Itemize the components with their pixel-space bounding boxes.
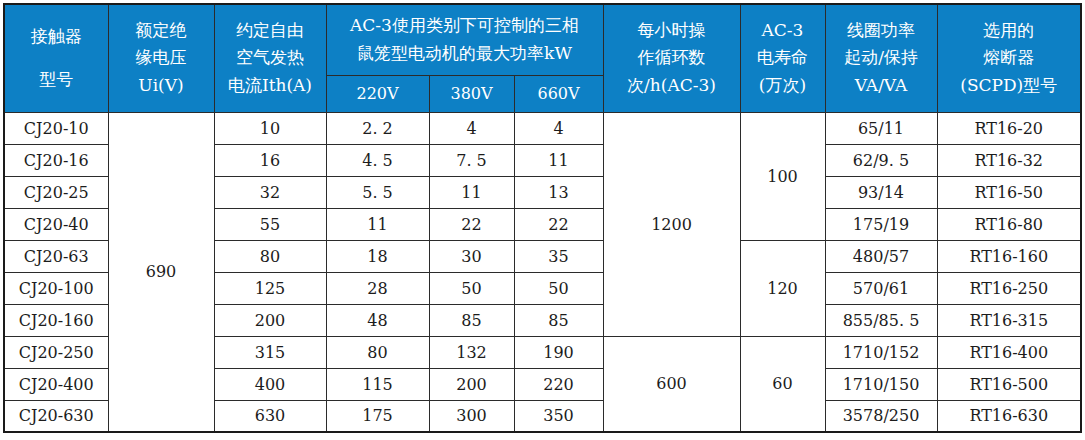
cell-p380: 85: [429, 304, 514, 336]
cell-p380: 4: [429, 112, 514, 144]
cell-p220: 48: [326, 304, 429, 336]
cell-p220: 28: [326, 272, 429, 304]
header-380v: 380V: [429, 75, 514, 112]
cell-fuse: RT16-80: [937, 208, 1081, 240]
table-row: CJ20-10 690 10 2. 2 4 4 1200 100 65/11 R…: [4, 112, 1081, 144]
cell-fuse: RT16-32: [937, 144, 1081, 176]
cell-ui-merged: 690: [108, 112, 214, 432]
cell-p660: 4: [514, 112, 603, 144]
cell-coil: 175/19: [825, 208, 937, 240]
cell-p380: 200: [429, 368, 514, 400]
cell-model: CJ20-10: [4, 112, 108, 144]
cell-fuse: RT16-20: [937, 112, 1081, 144]
header-coil-power: 线圈功率 起动/保持 VA/VA: [825, 4, 937, 112]
cell-p220: 175: [326, 400, 429, 432]
cell-p220: 11: [326, 208, 429, 240]
header-220v: 220V: [326, 75, 429, 112]
cell-model: CJ20-100: [4, 272, 108, 304]
header-row-main: 接触器 型号 额定绝 缘电压 Ui(V) 约定自由 空气发热 电流Ith(A) …: [4, 4, 1081, 75]
header-ac3-power-group: AC-3使用类别下可控制的三相 鼠笼型电动机的最大功率kW: [326, 4, 603, 75]
cell-p660: 11: [514, 144, 603, 176]
header-insulation-voltage: 额定绝 缘电压 Ui(V): [108, 4, 214, 112]
contactor-spec-table: 接触器 型号 额定绝 缘电压 Ui(V) 约定自由 空气发热 电流Ith(A) …: [3, 3, 1082, 433]
cell-p660: 35: [514, 240, 603, 272]
cell-p220: 18: [326, 240, 429, 272]
cell-coil: 480/57: [825, 240, 937, 272]
cell-fuse: RT16-250: [937, 272, 1081, 304]
header-ac3-life: AC-3 电寿命 (万次): [740, 4, 825, 112]
contactor-spec-table-wrapper: 接触器 型号 额定绝 缘电压 Ui(V) 约定自由 空气发热 电流Ith(A) …: [0, 0, 1085, 433]
cell-coil: 65/11: [825, 112, 937, 144]
header-model: 接触器 型号: [4, 4, 108, 112]
cell-p380: 7. 5: [429, 144, 514, 176]
cell-ith: 16: [214, 144, 326, 176]
cell-model: CJ20-400: [4, 368, 108, 400]
cell-model: CJ20-250: [4, 336, 108, 368]
table-header: 接触器 型号 额定绝 缘电压 Ui(V) 约定自由 空气发热 电流Ith(A) …: [4, 4, 1081, 112]
cell-ith: 125: [214, 272, 326, 304]
cell-p660: 50: [514, 272, 603, 304]
cell-p660: 22: [514, 208, 603, 240]
cell-p380: 300: [429, 400, 514, 432]
header-fuse-type: 选用的 熔断器 (SCPD)型号: [937, 4, 1081, 112]
cell-p660: 190: [514, 336, 603, 368]
cell-model: CJ20-25: [4, 176, 108, 208]
cell-p380: 30: [429, 240, 514, 272]
header-660v: 660V: [514, 75, 603, 112]
cell-p660: 13: [514, 176, 603, 208]
cell-ith: 55: [214, 208, 326, 240]
cell-model: CJ20-160: [4, 304, 108, 336]
cell-coil: 1710/152: [825, 336, 937, 368]
cell-p660: 85: [514, 304, 603, 336]
cell-life-merged: 120: [740, 240, 825, 336]
cell-fuse: RT16-500: [937, 368, 1081, 400]
cell-fuse: RT16-400: [937, 336, 1081, 368]
cell-p660: 350: [514, 400, 603, 432]
cell-p380: 50: [429, 272, 514, 304]
cell-ith: 80: [214, 240, 326, 272]
cell-ith: 315: [214, 336, 326, 368]
cell-ith: 400: [214, 368, 326, 400]
cell-coil: 1710/150: [825, 368, 937, 400]
header-cycles-per-hour: 每小时操 作循环数 次/h(AC-3): [603, 4, 740, 112]
cell-coil: 93/14: [825, 176, 937, 208]
cell-coil: 3578/250: [825, 400, 937, 432]
cell-p380: 11: [429, 176, 514, 208]
cell-model: CJ20-63: [4, 240, 108, 272]
table-body: CJ20-10 690 10 2. 2 4 4 1200 100 65/11 R…: [4, 112, 1081, 432]
cell-life-merged: 100: [740, 112, 825, 240]
cell-fuse: RT16-315: [937, 304, 1081, 336]
cell-p380: 132: [429, 336, 514, 368]
cell-ith: 630: [214, 400, 326, 432]
header-thermal-current: 约定自由 空气发热 电流Ith(A): [214, 4, 326, 112]
cell-cycles-merged: 600: [603, 336, 740, 432]
cell-p220: 80: [326, 336, 429, 368]
cell-life-merged: 60: [740, 336, 825, 432]
cell-ith: 200: [214, 304, 326, 336]
cell-fuse: RT16-50: [937, 176, 1081, 208]
cell-p220: 4. 5: [326, 144, 429, 176]
cell-coil: 570/61: [825, 272, 937, 304]
cell-p380: 22: [429, 208, 514, 240]
cell-p220: 115: [326, 368, 429, 400]
cell-p660: 220: [514, 368, 603, 400]
cell-model: CJ20-630: [4, 400, 108, 432]
cell-fuse: RT16-630: [937, 400, 1081, 432]
cell-p220: 2. 2: [326, 112, 429, 144]
cell-coil: 855/85. 5: [825, 304, 937, 336]
cell-coil: 62/9. 5: [825, 144, 937, 176]
cell-model: CJ20-16: [4, 144, 108, 176]
cell-ith: 32: [214, 176, 326, 208]
cell-fuse: RT16-160: [937, 240, 1081, 272]
cell-p220: 5. 5: [326, 176, 429, 208]
cell-cycles-merged: 1200: [603, 112, 740, 336]
cell-ith: 10: [214, 112, 326, 144]
cell-model: CJ20-40: [4, 208, 108, 240]
